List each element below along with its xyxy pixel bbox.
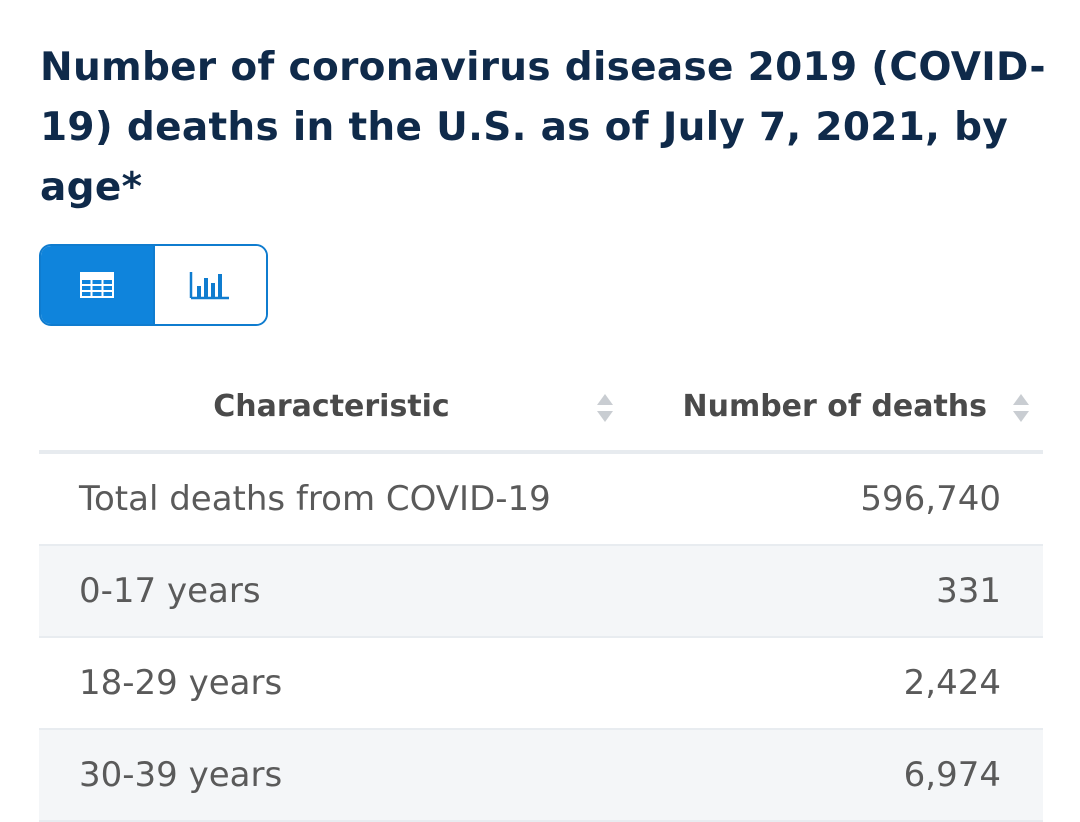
cell-deaths: 2,424 — [903, 663, 1001, 703]
sort-icon[interactable] — [1011, 392, 1031, 428]
table-view-button[interactable] — [41, 246, 153, 324]
cell-characteristic: Total deaths from COVID-19 — [79, 479, 551, 519]
column-header-characteristic[interactable]: Characteristic — [213, 388, 450, 424]
cell-deaths: 6,974 — [903, 755, 1001, 795]
cell-characteristic: 0-17 years — [79, 571, 261, 611]
table-row: Total deaths from COVID-19 596,740 — [39, 454, 1043, 546]
page-title: Number of coronavirus disease 2019 (COVI… — [40, 45, 1046, 210]
table-row: 0-17 years 331 — [39, 546, 1043, 638]
table-row: 30-39 years 6,974 — [39, 730, 1043, 822]
cell-characteristic: 18-29 years — [79, 663, 283, 703]
chart-view-button[interactable] — [152, 246, 266, 324]
sort-icon[interactable] — [595, 392, 615, 428]
column-header-number-of-deaths[interactable]: Number of deaths — [682, 388, 987, 424]
view-toggle — [39, 244, 268, 326]
data-table: Characteristic Number of deaths Total de… — [39, 362, 1043, 822]
table-row: 18-29 years 2,424 — [39, 638, 1043, 730]
cell-deaths: 331 — [936, 571, 1001, 611]
table-header: Characteristic Number of deaths — [39, 362, 1043, 454]
cell-deaths: 596,740 — [860, 479, 1001, 519]
cell-characteristic: 30-39 years — [79, 755, 283, 795]
bar-chart-icon — [189, 270, 231, 300]
table-icon — [79, 272, 114, 298]
